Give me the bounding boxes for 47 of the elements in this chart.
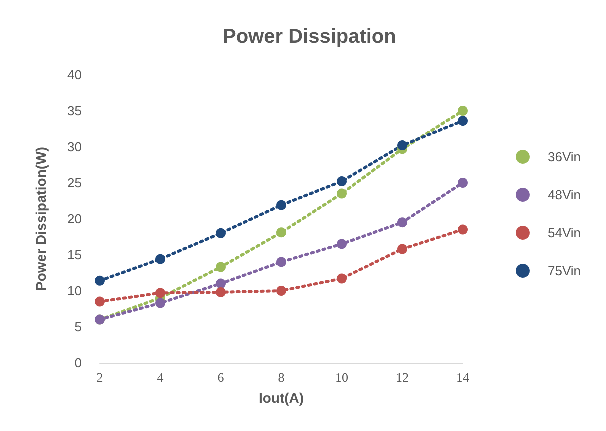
point <box>398 244 408 254</box>
y-tick-label: 25 <box>68 176 82 190</box>
point <box>95 276 105 286</box>
point <box>216 228 226 238</box>
point <box>337 176 347 187</box>
point <box>276 286 286 296</box>
x-tick-label: 12 <box>396 370 409 385</box>
point <box>458 178 468 188</box>
point <box>458 224 468 235</box>
point <box>216 287 226 298</box>
point <box>276 228 286 238</box>
point <box>337 188 347 199</box>
x-tick-label: 10 <box>336 370 348 385</box>
point <box>398 218 408 228</box>
point <box>337 274 347 284</box>
point <box>216 262 226 272</box>
point <box>95 296 105 307</box>
legend-label: 75Vin <box>548 264 581 278</box>
point <box>276 257 286 268</box>
point <box>216 278 226 289</box>
x-tick-label: 14 <box>456 370 470 385</box>
y-tick-label: 30 <box>68 140 82 154</box>
chart-title: Power Dissipation <box>223 26 396 48</box>
legend-label: 36Vin <box>548 150 581 164</box>
point <box>156 288 166 298</box>
point <box>458 106 468 116</box>
x-tick-label: 4 <box>157 370 164 385</box>
y-axis-title: Power Dissipation(W) <box>33 147 49 291</box>
x-tick-label: 8 <box>278 370 285 385</box>
y-tick-label: 20 <box>68 212 82 226</box>
point <box>458 116 468 126</box>
legend-label: 54Vin <box>548 226 581 240</box>
point <box>156 254 166 264</box>
x-axis-title: Iout(A) <box>258 390 304 406</box>
y-tick-label: 5 <box>74 320 82 334</box>
x-tick-label: 2 <box>96 370 104 385</box>
point <box>276 200 286 210</box>
y-tick-label: 15 <box>68 248 82 262</box>
y-tick-label: 0 <box>74 356 82 370</box>
y-tick-label: 40 <box>68 68 82 82</box>
point <box>337 239 347 250</box>
y-tick-label: 35 <box>68 104 82 118</box>
y-tick-label: 10 <box>68 284 82 298</box>
x-tick-label: 6 <box>218 370 225 385</box>
point <box>156 298 166 308</box>
point <box>398 140 408 151</box>
legend-label: 48Vin <box>548 188 581 202</box>
